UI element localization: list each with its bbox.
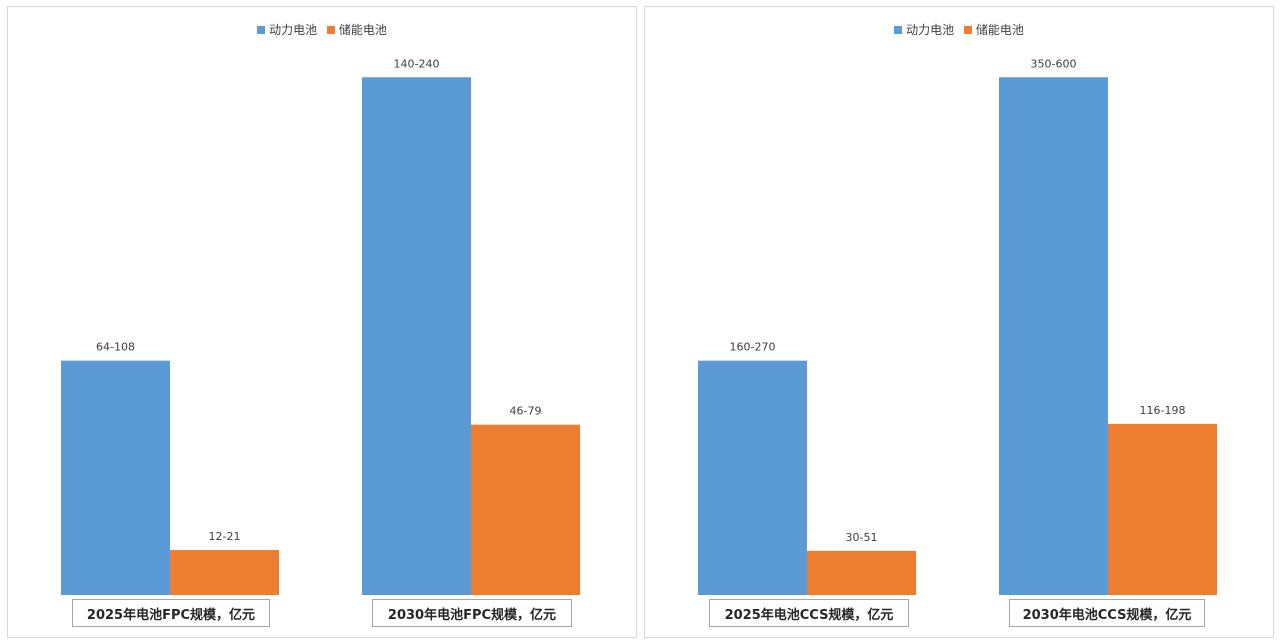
data-label: 30-51 bbox=[846, 531, 878, 544]
legend-item-storage-battery: 储能电池 bbox=[326, 21, 387, 38]
data-label: 160-270 bbox=[730, 341, 776, 354]
legend-label: 动力电池 bbox=[269, 23, 318, 37]
legend: 动力电池 储能电池 bbox=[8, 21, 636, 38]
ccs-chart-panel: 动力电池 储能电池 160-270 30-51 350-600 116-198 202… bbox=[644, 6, 1274, 638]
data-label: 116-198 bbox=[1140, 404, 1186, 417]
bar-storage-0 bbox=[170, 550, 279, 595]
legend: 动力电池 储能电池 bbox=[645, 21, 1273, 38]
bar-power-0 bbox=[61, 360, 170, 595]
data-label: 140-240 bbox=[394, 57, 440, 70]
fpc-chart-panel: 动力电池 储能电池 64-108 12-21 140-240 46-79 2025年电… bbox=[7, 6, 637, 638]
legend-item-power-battery: 动力电池 bbox=[894, 21, 954, 38]
ccs-bar-plot: 160-270 30-51 350-600 116-198 bbox=[698, 57, 1217, 595]
bar-power-1 bbox=[999, 77, 1108, 595]
category-label-2030: 2030年电池CCS规模，亿元 bbox=[1009, 599, 1205, 627]
legend-label: 动力电池 bbox=[906, 23, 955, 37]
data-label: 12-21 bbox=[209, 530, 241, 543]
data-label: 46-79 bbox=[510, 405, 542, 418]
bar-power-0 bbox=[698, 360, 807, 595]
category-label-2025: 2025年电池FPC规模，亿元 bbox=[72, 599, 270, 627]
legend-swatch bbox=[894, 25, 903, 34]
legend-swatch bbox=[326, 25, 335, 34]
legend-item-power-battery: 动力电池 bbox=[257, 21, 317, 38]
data-label: 350-600 bbox=[1031, 57, 1077, 70]
legend-label: 储能电池 bbox=[338, 23, 387, 37]
bar-power-1 bbox=[362, 77, 471, 595]
data-label: 64-108 bbox=[96, 341, 135, 354]
category-label-2030: 2030年电池FPC规模，亿元 bbox=[372, 599, 572, 627]
legend-item-storage-battery: 储能电池 bbox=[963, 21, 1024, 38]
bar-storage-1 bbox=[471, 424, 580, 595]
fpc-bar-plot: 64-108 12-21 140-240 46-79 bbox=[61, 57, 580, 595]
bar-storage-0 bbox=[807, 550, 916, 595]
legend-label: 储能电池 bbox=[975, 23, 1024, 37]
legend-swatch bbox=[257, 25, 266, 34]
legend-swatch bbox=[963, 25, 972, 34]
category-label-2025: 2025年电池CCS规模，亿元 bbox=[709, 599, 909, 627]
bar-storage-1 bbox=[1108, 423, 1217, 595]
